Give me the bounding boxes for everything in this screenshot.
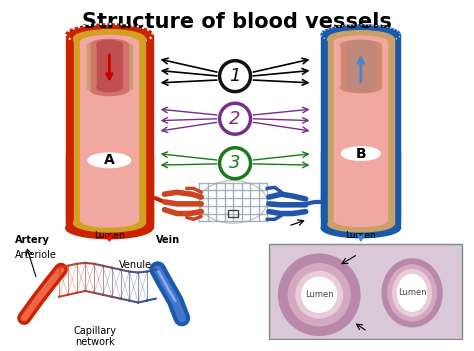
- Ellipse shape: [91, 86, 128, 95]
- Bar: [73, 38, 145, 223]
- Bar: [321, 151, 401, 218]
- Text: Lumen: Lumen: [94, 231, 125, 240]
- Text: Lumen: Lumen: [346, 231, 376, 240]
- Ellipse shape: [328, 31, 394, 46]
- Text: Lumen: Lumen: [305, 290, 334, 299]
- Ellipse shape: [340, 40, 381, 50]
- Ellipse shape: [328, 217, 394, 232]
- Ellipse shape: [340, 170, 362, 199]
- Text: Lumen: Lumen: [398, 289, 427, 297]
- Ellipse shape: [80, 35, 138, 49]
- Circle shape: [279, 254, 360, 336]
- Text: Capillary
network: Capillary network: [73, 326, 116, 347]
- Text: A: A: [104, 153, 115, 167]
- Bar: [228, 210, 238, 217]
- Bar: [80, 42, 138, 220]
- Ellipse shape: [66, 217, 153, 239]
- Bar: [269, 245, 463, 339]
- Ellipse shape: [398, 274, 427, 311]
- Ellipse shape: [346, 41, 375, 49]
- Ellipse shape: [73, 214, 145, 232]
- Text: Vein: Vein: [156, 234, 180, 245]
- Ellipse shape: [393, 270, 431, 316]
- Text: Venule: Venule: [119, 260, 152, 270]
- Ellipse shape: [91, 39, 128, 49]
- Text: B: B: [356, 147, 366, 160]
- Text: 1: 1: [229, 67, 241, 85]
- Ellipse shape: [334, 214, 387, 227]
- Ellipse shape: [97, 84, 122, 92]
- Text: 3: 3: [229, 154, 241, 172]
- Bar: [66, 34, 153, 228]
- Bar: [87, 46, 132, 88]
- Ellipse shape: [87, 41, 132, 52]
- Bar: [346, 45, 375, 88]
- Bar: [328, 38, 394, 224]
- Text: Artery: Artery: [15, 234, 49, 245]
- Ellipse shape: [66, 24, 153, 45]
- Bar: [97, 44, 122, 88]
- Ellipse shape: [73, 30, 145, 47]
- Bar: [269, 245, 463, 339]
- Ellipse shape: [321, 218, 401, 238]
- Ellipse shape: [350, 170, 372, 199]
- Ellipse shape: [341, 147, 380, 160]
- Bar: [321, 34, 401, 228]
- Bar: [340, 45, 381, 88]
- Text: 2: 2: [229, 110, 241, 128]
- Circle shape: [288, 264, 350, 326]
- Ellipse shape: [360, 170, 381, 199]
- Circle shape: [296, 272, 342, 318]
- Ellipse shape: [382, 259, 442, 327]
- Text: Structure of blood vessels: Structure of blood vessels: [82, 12, 392, 32]
- Circle shape: [302, 277, 337, 312]
- Text: Arteriole: Arteriole: [15, 250, 56, 260]
- Bar: [334, 42, 387, 220]
- Ellipse shape: [388, 265, 436, 321]
- Ellipse shape: [80, 213, 138, 227]
- Ellipse shape: [346, 84, 375, 92]
- Ellipse shape: [321, 25, 401, 44]
- Ellipse shape: [340, 83, 381, 93]
- Ellipse shape: [87, 82, 132, 93]
- Ellipse shape: [97, 40, 122, 48]
- Bar: [66, 155, 153, 223]
- Bar: [91, 44, 128, 91]
- Ellipse shape: [334, 36, 387, 48]
- Ellipse shape: [88, 153, 130, 167]
- Bar: [97, 155, 122, 223]
